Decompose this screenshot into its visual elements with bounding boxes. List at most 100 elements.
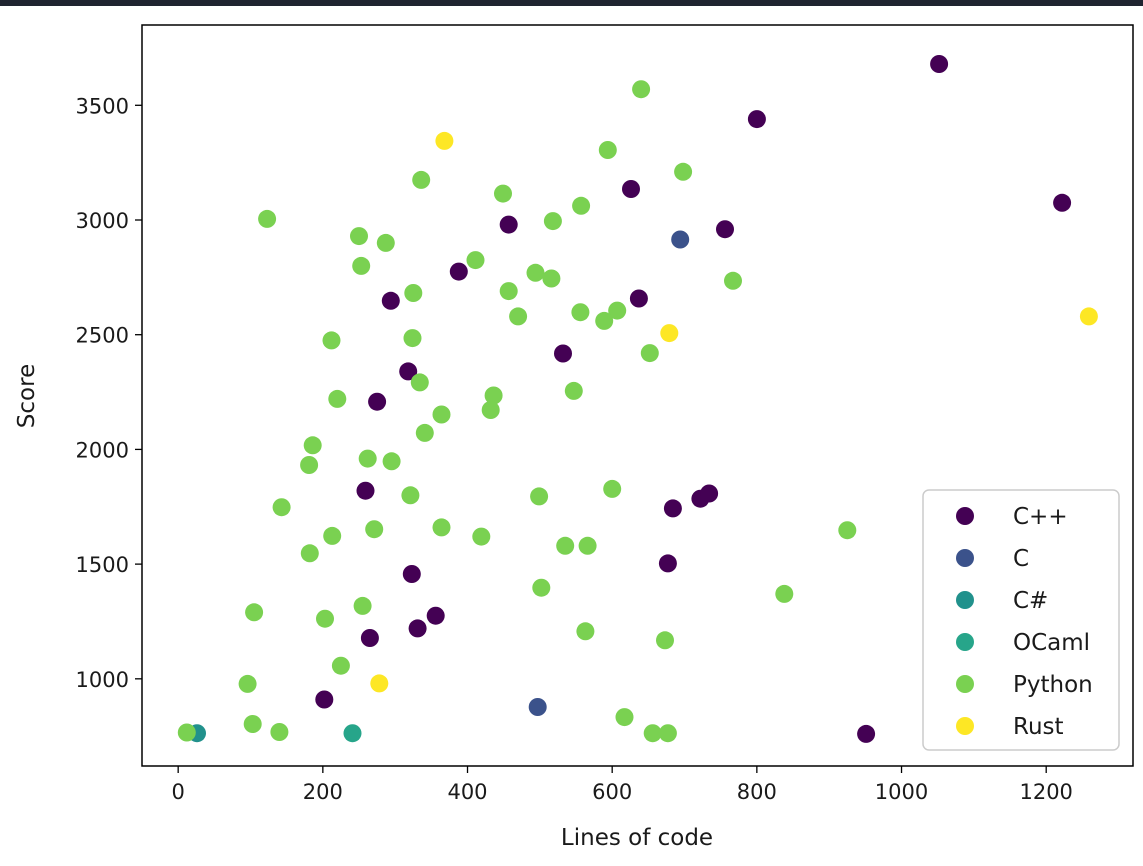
point-python-42: [472, 527, 491, 546]
legend-label-cpp: C++: [1013, 504, 1068, 530]
legend-label-c: C: [1013, 546, 1029, 572]
y-axis-label: Score: [14, 364, 40, 428]
point-python-4: [494, 184, 512, 203]
x-tick-label-5: 1000: [875, 780, 928, 804]
point-python-24: [410, 373, 429, 392]
point-python-13: [542, 269, 561, 288]
point-python-28: [432, 405, 451, 424]
point-python-58: [270, 723, 289, 741]
point-cpp-12: [356, 481, 375, 500]
point-python-39: [323, 526, 342, 545]
point-python-0: [632, 80, 651, 99]
legend-marker-rust: [956, 717, 974, 735]
y-tick-label-0: 1000: [76, 668, 129, 692]
point-python-53: [656, 631, 674, 650]
y-tick-label-5: 3500: [76, 94, 129, 118]
point-cpp-2: [1053, 193, 1072, 212]
point-python-57: [615, 708, 634, 727]
x-tick-label-2: 400: [447, 780, 487, 804]
legend-label-ocaml: OCaml: [1013, 630, 1090, 656]
legend-marker-c: [956, 549, 974, 567]
point-python-19: [608, 301, 627, 320]
point-python-55: [238, 674, 257, 693]
window-top-bar: [0, 0, 1143, 6]
point-python-46: [838, 521, 857, 540]
point-cpp-19: [408, 619, 427, 638]
point-c-0: [671, 230, 690, 249]
point-python-32: [300, 456, 319, 474]
point-python-7: [543, 212, 562, 231]
point-cpp-20: [360, 629, 379, 647]
point-python-52: [576, 622, 595, 641]
point-python-17: [509, 307, 528, 326]
x-tick-label-3: 600: [592, 780, 632, 804]
point-cpp-9: [554, 344, 572, 363]
point-python-50: [245, 603, 264, 622]
point-python-31: [303, 436, 322, 455]
x-tick-label-6: 1200: [1019, 780, 1072, 804]
point-cpp-6: [449, 262, 468, 281]
point-cpp-17: [658, 554, 677, 573]
point-python-3: [412, 170, 431, 189]
point-rust-0: [435, 131, 454, 150]
point-python-54: [331, 656, 350, 675]
legend-label-python: Python: [1013, 672, 1093, 698]
point-python-44: [578, 536, 597, 555]
point-python-49: [353, 596, 372, 615]
point-rust-2: [1079, 307, 1098, 326]
point-cpp-11: [368, 392, 387, 411]
point-python-47: [775, 584, 794, 603]
point-python-61: [658, 724, 677, 743]
point-cpp-7: [381, 291, 400, 310]
point-cpp-18: [426, 606, 445, 625]
point-python-25: [564, 381, 583, 400]
point-python-59: [177, 723, 196, 742]
y-axis-ticks: 1000 1500 2000 2500 3000 3500: [76, 94, 142, 692]
point-rust-1: [660, 324, 679, 343]
y-tick-label-3: 2500: [76, 324, 129, 348]
point-python-36: [401, 486, 420, 505]
point-python-20: [595, 311, 614, 330]
point-cpp-4: [499, 215, 518, 234]
point-c-1: [528, 698, 547, 716]
legend: C++ C C# OCaml Python Rust: [922, 489, 1120, 751]
point-python-22: [403, 329, 422, 348]
point-python-6: [572, 196, 591, 215]
x-tick-label-1: 200: [303, 780, 343, 804]
point-rust-3: [370, 674, 389, 693]
point-python-10: [352, 256, 371, 275]
point-python-14: [724, 271, 742, 290]
point-python-21: [322, 331, 341, 350]
point-python-56: [243, 715, 262, 733]
point-cpp-0: [930, 55, 949, 73]
x-axis-ticks: 0 200 400 600 800 1000 1200: [171, 766, 1073, 804]
point-python-38: [603, 479, 622, 498]
point-cpp-22: [857, 724, 876, 743]
legend-marker-ocaml: [956, 633, 974, 651]
point-python-11: [466, 251, 485, 270]
point-python-60: [643, 724, 662, 743]
data-points-layer: [177, 55, 1098, 743]
point-python-33: [358, 449, 377, 468]
point-python-27: [328, 389, 347, 408]
point-python-41: [432, 518, 451, 537]
point-python-23: [640, 344, 659, 363]
y-tick-label-4: 3000: [76, 209, 129, 233]
point-python-48: [532, 578, 551, 597]
x-tick-label-4: 800: [737, 780, 777, 804]
point-python-8: [350, 227, 368, 246]
point-cpp-21: [315, 690, 334, 709]
legend-label-rust: Rust: [1013, 714, 1064, 740]
legend-marker-csharp: [956, 591, 974, 609]
legend-marker-python: [956, 675, 974, 693]
point-python-9: [376, 233, 395, 252]
legend-label-csharp: C#: [1013, 588, 1048, 614]
point-python-30: [415, 423, 434, 442]
x-tick-label-0: 0: [171, 780, 184, 804]
point-ocaml-0: [343, 724, 362, 743]
point-cpp-5: [716, 220, 734, 239]
point-cpp-1: [747, 110, 766, 129]
point-cpp-13: [402, 565, 421, 583]
plot-frame: [141, 24, 1134, 767]
